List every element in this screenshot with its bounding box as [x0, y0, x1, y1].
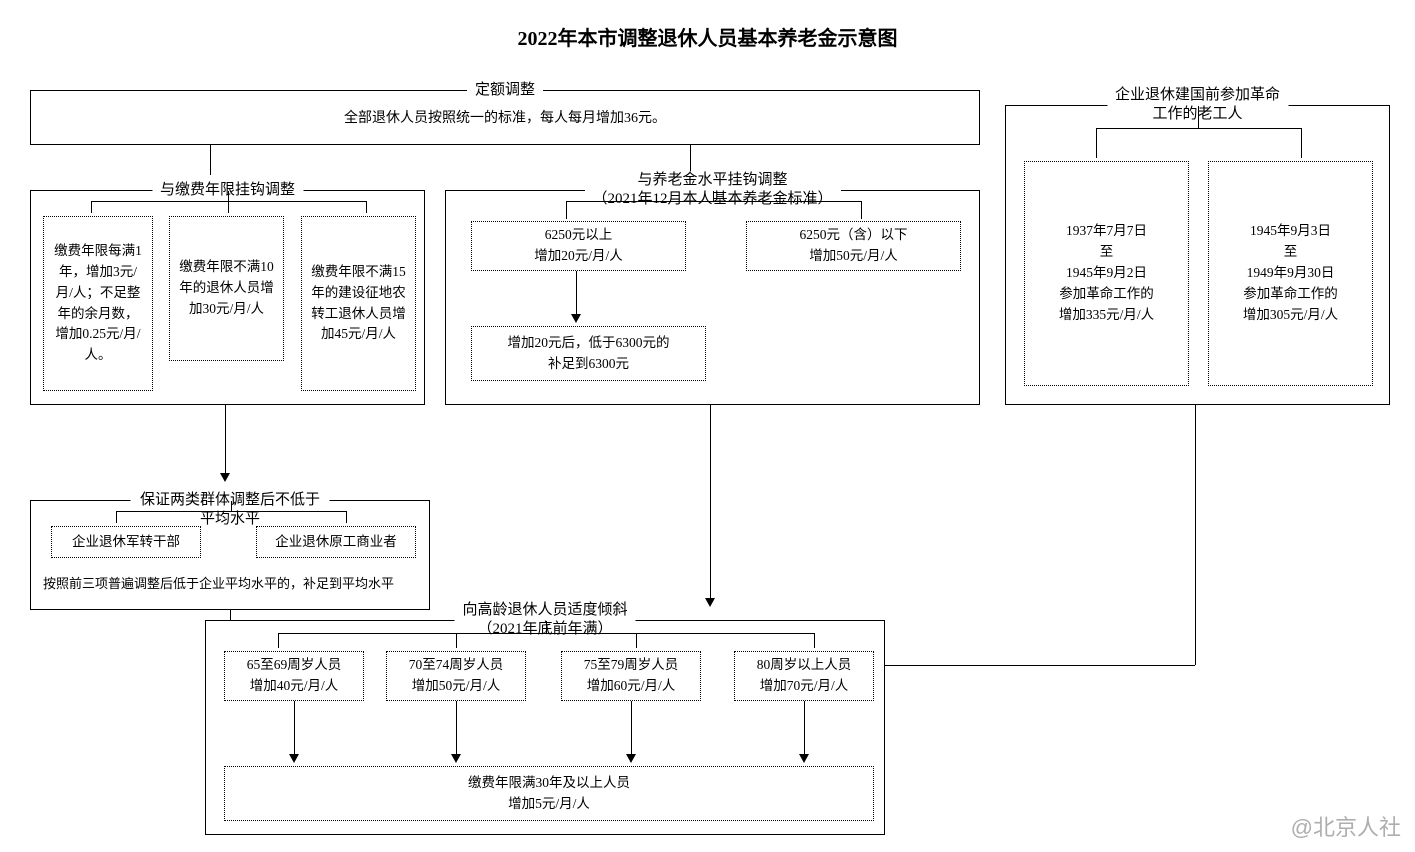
- veteran-c2: 1945年9月3日 至 1949年9月30日 参加革命工作的 增加305元/月/…: [1208, 161, 1373, 386]
- elderly-extra: 缴费年限满30年及以上人员 增加5元/月/人: [224, 766, 874, 821]
- elderly-a4: 80周岁以上人员 增加70元/月/人: [734, 651, 874, 701]
- guarantee-desc: 按照前三项普遍调整后低于企业平均水平的，补足到平均水平: [43, 573, 394, 592]
- fixed-desc: 全部退休人员按照统一的标准，每人每月增加36元。: [31, 107, 979, 127]
- elderly-a2: 70至74周岁人员 增加50元/月/人: [386, 651, 526, 701]
- elderly-a1: 65至69周岁人员 增加40元/月/人: [224, 651, 364, 701]
- guarantee-c2: 企业退休原工商业者: [256, 526, 416, 558]
- veteran-c1: 1937年7月7日 至 1945年9月2日 参加革命工作的 增加335元/月/人: [1024, 161, 1189, 386]
- level-c1: 6250元以上 增加20元/月/人: [471, 221, 686, 271]
- elderly-box: 向高龄退休人员适度倾斜 （2021年底前年满） 65至69周岁人员 增加40元/…: [205, 620, 885, 835]
- fixed-label: 定额调整: [467, 81, 543, 101]
- watermark: @北京人社: [1291, 810, 1401, 842]
- fixed-box: 定额调整 全部退休人员按照统一的标准，每人每月增加36元。: [30, 90, 980, 145]
- elderly-a3: 75至79周岁人员 增加60元/月/人: [561, 651, 701, 701]
- level-box: 与养老金水平挂钩调整 （2021年12月本人基本养老金标准） 6250元以上 增…: [445, 190, 980, 405]
- guarantee-c1: 企业退休军转干部: [51, 526, 201, 558]
- years-c1: 缴费年限每满1年，增加3元/月/人；不足整年的余月数，增加0.25元/月/人。: [43, 216, 153, 391]
- page-title: 2022年本市调整退休人员基本养老金示意图: [0, 0, 1415, 51]
- level-c2: 6250元（含）以下 增加50元/月/人: [746, 221, 961, 271]
- years-c2: 缴费年限不满10年的退休人员增加30元/月/人: [169, 216, 284, 361]
- veteran-box: 企业退休建国前参加革命 工作的老工人 1937年7月7日 至 1945年9月2日…: [1005, 105, 1390, 405]
- years-c3: 缴费年限不满15年的建设征地农转工退休人员增加45元/月/人: [301, 216, 416, 391]
- guarantee-label: 保证两类群体调整后不低于平均水平: [131, 491, 330, 530]
- guarantee-box: 保证两类群体调整后不低于平均水平 企业退休军转干部 企业退休原工商业者 按照前三…: [30, 500, 430, 610]
- level-c3: 增加20元后，低于6300元的 补足到6300元: [471, 326, 706, 381]
- years-box: 与缴费年限挂钩调整 缴费年限每满1年，增加3元/月/人；不足整年的余月数，增加0…: [30, 190, 425, 405]
